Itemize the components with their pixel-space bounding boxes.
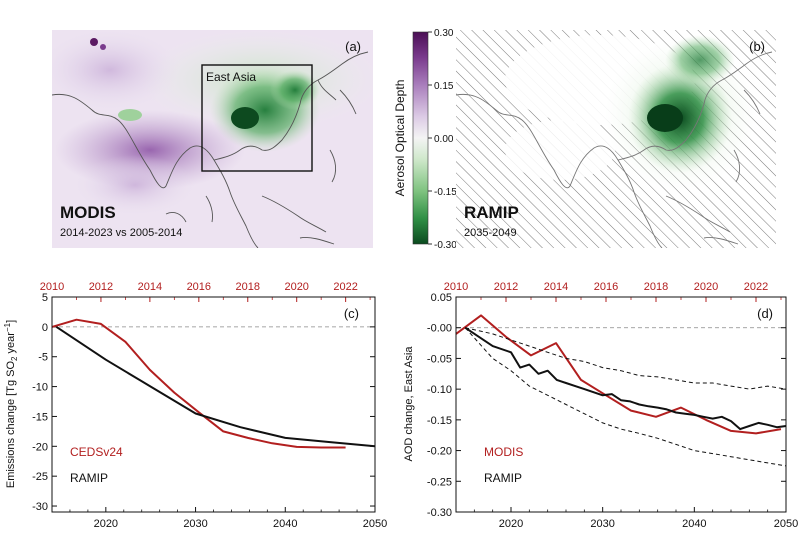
chart-d-top-tick-label: 2020 bbox=[694, 281, 718, 293]
colorbar: 0.30 0.15 0.00 -0.15 -0.30 Aerosol Optical D… bbox=[393, 28, 457, 251]
chart-c-ytick-label: -25 bbox=[32, 471, 48, 483]
chart-d-ytick-label: 0.05 bbox=[431, 292, 452, 304]
east-asia-box bbox=[201, 64, 313, 172]
panel-b-subtitle: 2035-2049 bbox=[464, 227, 517, 239]
colorbar-tick-label: -0.30 bbox=[434, 240, 457, 251]
chart-d-xtick-label: 2030 bbox=[590, 518, 614, 530]
colorbar-tick-label: 0.00 bbox=[434, 134, 454, 145]
chart-c-top-tick-label: 2020 bbox=[284, 281, 308, 293]
chart-d-ytick-label: -0.10 bbox=[427, 384, 452, 396]
chart-d-ytick-label: -0.20 bbox=[427, 446, 452, 458]
chart-d-top-tick-label: 2022 bbox=[744, 281, 768, 293]
chart-d-ytick-label: -0.30 bbox=[427, 507, 452, 519]
chart-d-top-tick-label: 2012 bbox=[494, 281, 518, 293]
colorbar-tick-label: 0.15 bbox=[434, 81, 454, 92]
chart-d-top-tick-label: 2016 bbox=[594, 281, 618, 293]
chart-c-top-tick-label: 2010 bbox=[40, 281, 64, 293]
map-b-field bbox=[505, 35, 755, 190]
chart-c-ytick-label: 0 bbox=[42, 322, 48, 334]
chart-c-xtick-label: 2020 bbox=[94, 518, 118, 530]
map-a-field bbox=[52, 30, 373, 215]
colorbar-tick-label: 0.30 bbox=[434, 28, 454, 39]
map-panel-a: East Asia (a) MODIS 2014-2023 vs 2005-20… bbox=[52, 30, 373, 248]
chart-d-top-tick-label: 2014 bbox=[544, 281, 568, 293]
chart-d-legend-ramip: RAMIP bbox=[484, 471, 522, 485]
panel-a-subtitle: 2014-2023 vs 2005-2014 bbox=[60, 227, 182, 239]
chart-d-ylabel: AOD change, East Asia bbox=[403, 346, 415, 462]
chart-d-series-modis bbox=[455, 314, 782, 435]
chart-c-ylabel: Emissions change [Tg SO2 year−1] bbox=[3, 320, 19, 488]
chart-c-ytick-label: -30 bbox=[32, 501, 48, 513]
map-panel-b: (b) RAMIP 2035-2049 bbox=[456, 30, 776, 248]
panel-b-title: RAMIP bbox=[464, 203, 519, 222]
chart-d-frame bbox=[455, 296, 787, 513]
chart-c-ylabel-sub: 2 bbox=[10, 356, 19, 361]
chart-c-top-tick-label: 2016 bbox=[187, 281, 211, 293]
chart-c-legend-ceds: CEDSv24 bbox=[70, 445, 123, 459]
chart-c-xtick-label: 2030 bbox=[183, 518, 207, 530]
chart-d-tag: (d) bbox=[757, 306, 773, 321]
chart-c-ytick-label: -5 bbox=[38, 352, 48, 364]
chart-d-legend-modis: MODIS bbox=[484, 445, 523, 459]
chart-c-top-tick-label: 2012 bbox=[89, 281, 113, 293]
chart-c-xtick-label: 2040 bbox=[273, 518, 297, 530]
chart-d-series-ramip-lower bbox=[464, 327, 787, 467]
chart-d-xtick-label: 2050 bbox=[774, 518, 798, 530]
chart-c-xtick-label: 2050 bbox=[363, 518, 387, 530]
chart-c-ylabel-main: Emissions change [Tg SO bbox=[5, 361, 17, 489]
chart-d-top-tick-label: 2018 bbox=[644, 281, 668, 293]
chart-d-ytick-label: -0.15 bbox=[427, 415, 452, 427]
chart-c-frame bbox=[51, 296, 376, 513]
chart-d-series-ramip-upper bbox=[465, 327, 787, 390]
chart-c-ytick-label: 5 bbox=[42, 292, 48, 304]
chart-c-tag: (c) bbox=[344, 306, 359, 321]
colorbar-label: Aerosol Optical Depth bbox=[393, 80, 407, 197]
chart-c-series-ramip bbox=[55, 326, 376, 448]
chart-c-top-tick-label: 2018 bbox=[236, 281, 260, 293]
chart-c-top-tick-label: 2022 bbox=[333, 281, 357, 293]
chart-panel-d: 2020 2030 2040 2050 2010 2012 2014 2016 2018 2020… bbox=[403, 281, 798, 530]
map-b-coastlines bbox=[456, 51, 773, 248]
colorbar-tick-label: -0.15 bbox=[434, 187, 457, 198]
east-asia-label: East Asia bbox=[206, 70, 256, 84]
chart-d-ytick-label: -0.05 bbox=[427, 353, 452, 365]
chart-c-ylabel-close: ] bbox=[5, 320, 17, 323]
panel-b-tag: (b) bbox=[749, 39, 765, 54]
chart-c-top-tick-label: 2014 bbox=[138, 281, 162, 293]
panel-a-tag: (a) bbox=[345, 39, 361, 54]
chart-c-series-cedsv24 bbox=[51, 318, 346, 449]
chart-c-ylabel-sup: −1 bbox=[3, 322, 12, 332]
map-a-coastlines bbox=[52, 51, 369, 248]
chart-c-ytick-label: -15 bbox=[32, 411, 48, 423]
chart-d-xtick-label: 2040 bbox=[682, 518, 706, 530]
chart-d-ytick-label: -0.25 bbox=[427, 476, 452, 488]
chart-d-xtick-label: 2020 bbox=[499, 518, 523, 530]
chart-d-top-tick-label: 2010 bbox=[444, 281, 468, 293]
chart-d-ytick-label: -0.00 bbox=[427, 323, 452, 335]
chart-d-series-ramip bbox=[464, 326, 787, 431]
chart-c-legend-ramip: RAMIP bbox=[70, 471, 108, 485]
chart-c-ytick-label: -10 bbox=[32, 382, 48, 394]
chart-c-ylabel-unit: year bbox=[5, 332, 17, 357]
colorbar-gradient bbox=[412, 31, 429, 245]
panel-a-title: MODIS bbox=[60, 203, 116, 222]
chart-c-ytick-label: -20 bbox=[32, 441, 48, 453]
